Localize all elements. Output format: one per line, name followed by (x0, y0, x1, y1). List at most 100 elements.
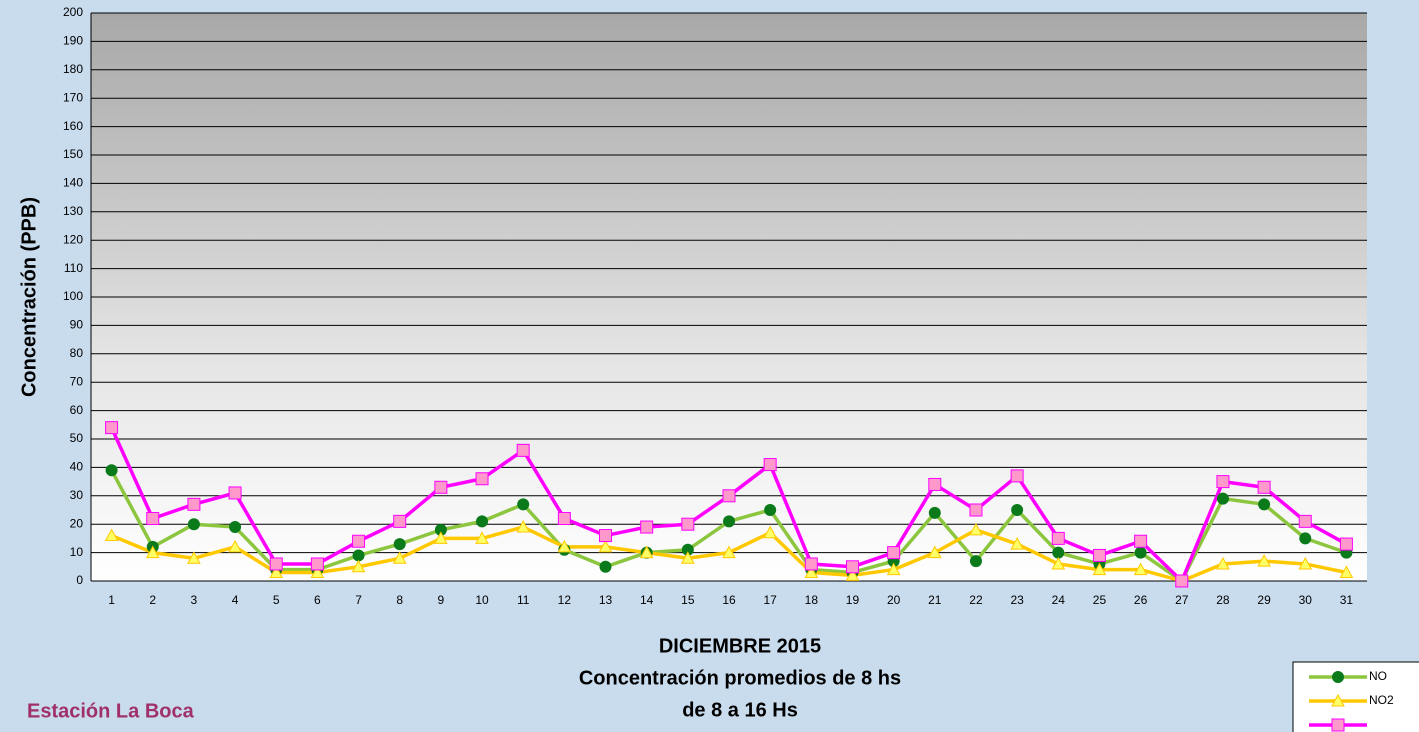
x-tick-label: 27 (1175, 593, 1189, 607)
data-point (1217, 493, 1228, 504)
y-tick-label: 50 (70, 431, 84, 445)
data-point (970, 504, 982, 516)
data-point (106, 422, 118, 434)
page: {"chart_data": {"type": "line", "title":… (0, 0, 1419, 732)
data-point (394, 539, 405, 550)
x-tick-label: 4 (232, 593, 239, 607)
x-tick-label: 26 (1134, 593, 1148, 607)
legend-label: NO2 (1369, 693, 1394, 707)
data-point (600, 530, 612, 542)
y-tick-label: 110 (64, 261, 83, 275)
data-point (1259, 499, 1270, 510)
data-point (1012, 505, 1023, 516)
data-point (682, 518, 694, 530)
x-tick-label: 7 (355, 593, 362, 607)
data-point (764, 459, 776, 471)
x-tick-label: 21 (928, 593, 942, 607)
data-point (1258, 481, 1270, 493)
legend-marker (1332, 719, 1344, 731)
x-tick-label: 17 (763, 593, 777, 607)
chart-title: de 8 a 16 Hs (682, 699, 798, 721)
x-tick-label: 5 (273, 593, 280, 607)
data-point (106, 465, 117, 476)
x-tick-label: 22 (969, 593, 983, 607)
x-tick-label: 19 (846, 593, 860, 607)
x-tick-label: 31 (1340, 593, 1354, 607)
x-tick-label: 1 (108, 593, 115, 607)
data-point (230, 522, 241, 533)
data-point (1093, 549, 1105, 561)
data-point (353, 535, 365, 547)
y-tick-label: 70 (70, 374, 84, 388)
data-point (600, 561, 611, 572)
y-tick-label: 120 (63, 232, 83, 246)
y-tick-label: 60 (70, 403, 84, 417)
data-point (1135, 535, 1147, 547)
y-tick-label: 100 (63, 289, 83, 303)
x-tick-label: 30 (1299, 593, 1313, 607)
data-point (1135, 547, 1146, 558)
y-tick-label: 20 (70, 516, 84, 530)
x-tick-label: 23 (1010, 593, 1024, 607)
x-tick-label: 2 (149, 593, 156, 607)
data-point (477, 516, 488, 527)
data-point (765, 505, 776, 516)
x-tick-label: 16 (722, 593, 736, 607)
y-tick-label: 80 (70, 346, 84, 360)
y-tick-label: 130 (63, 204, 83, 218)
x-tick-label: 15 (681, 593, 695, 607)
legend (1293, 662, 1419, 732)
legend-marker (1333, 672, 1344, 683)
x-tick-label: 6 (314, 593, 321, 607)
y-tick-label: 170 (63, 90, 83, 104)
data-point (1340, 538, 1352, 550)
data-point (1053, 547, 1064, 558)
station-label: Estación La Boca (27, 700, 195, 722)
data-point (929, 507, 940, 518)
data-point (518, 499, 529, 510)
x-tick-label: 20 (887, 593, 901, 607)
x-tick-label: 8 (396, 593, 403, 607)
data-point (435, 481, 447, 493)
data-point (147, 513, 159, 525)
x-tick-label: 18 (805, 593, 819, 607)
data-point (1011, 470, 1023, 482)
x-tick-label: 9 (438, 593, 445, 607)
data-point (929, 478, 941, 490)
x-tick-label: 28 (1216, 593, 1230, 607)
x-tick-label: 24 (1052, 593, 1066, 607)
y-tick-label: 90 (70, 318, 84, 332)
data-point (724, 516, 735, 527)
x-tick-label: 10 (475, 593, 489, 607)
chart: Concentración (PPB) DICIEMBRE 2015 Conce… (0, 0, 1419, 732)
data-point (1299, 515, 1311, 527)
y-tick-label: 150 (63, 147, 83, 161)
chart-title: Concentración promedios de 8 hs (579, 667, 901, 689)
x-tick-label: 25 (1093, 593, 1107, 607)
data-point (723, 490, 735, 502)
data-point (1217, 476, 1229, 488)
y-tick-label: 30 (70, 488, 84, 502)
y-tick-label: 190 (63, 34, 83, 48)
chart-title: DICIEMBRE 2015 (659, 635, 821, 657)
data-point (353, 550, 364, 561)
data-point (517, 444, 529, 456)
y-tick-label: 140 (63, 176, 83, 190)
y-tick-label: 0 (76, 573, 83, 587)
data-point (805, 558, 817, 570)
x-tick-label: 14 (640, 593, 654, 607)
data-point (311, 558, 323, 570)
data-point (1176, 575, 1188, 587)
data-point (1052, 532, 1064, 544)
x-tick-label: 13 (599, 593, 613, 607)
data-point (641, 521, 653, 533)
data-point (970, 556, 981, 567)
data-point (1300, 533, 1311, 544)
data-point (188, 519, 199, 530)
data-point (558, 513, 570, 525)
y-axis-label: Concentración (PPB) (18, 197, 40, 397)
data-point (229, 487, 241, 499)
y-tick-label: 40 (70, 460, 84, 474)
data-point (888, 547, 900, 559)
data-point (188, 498, 200, 510)
